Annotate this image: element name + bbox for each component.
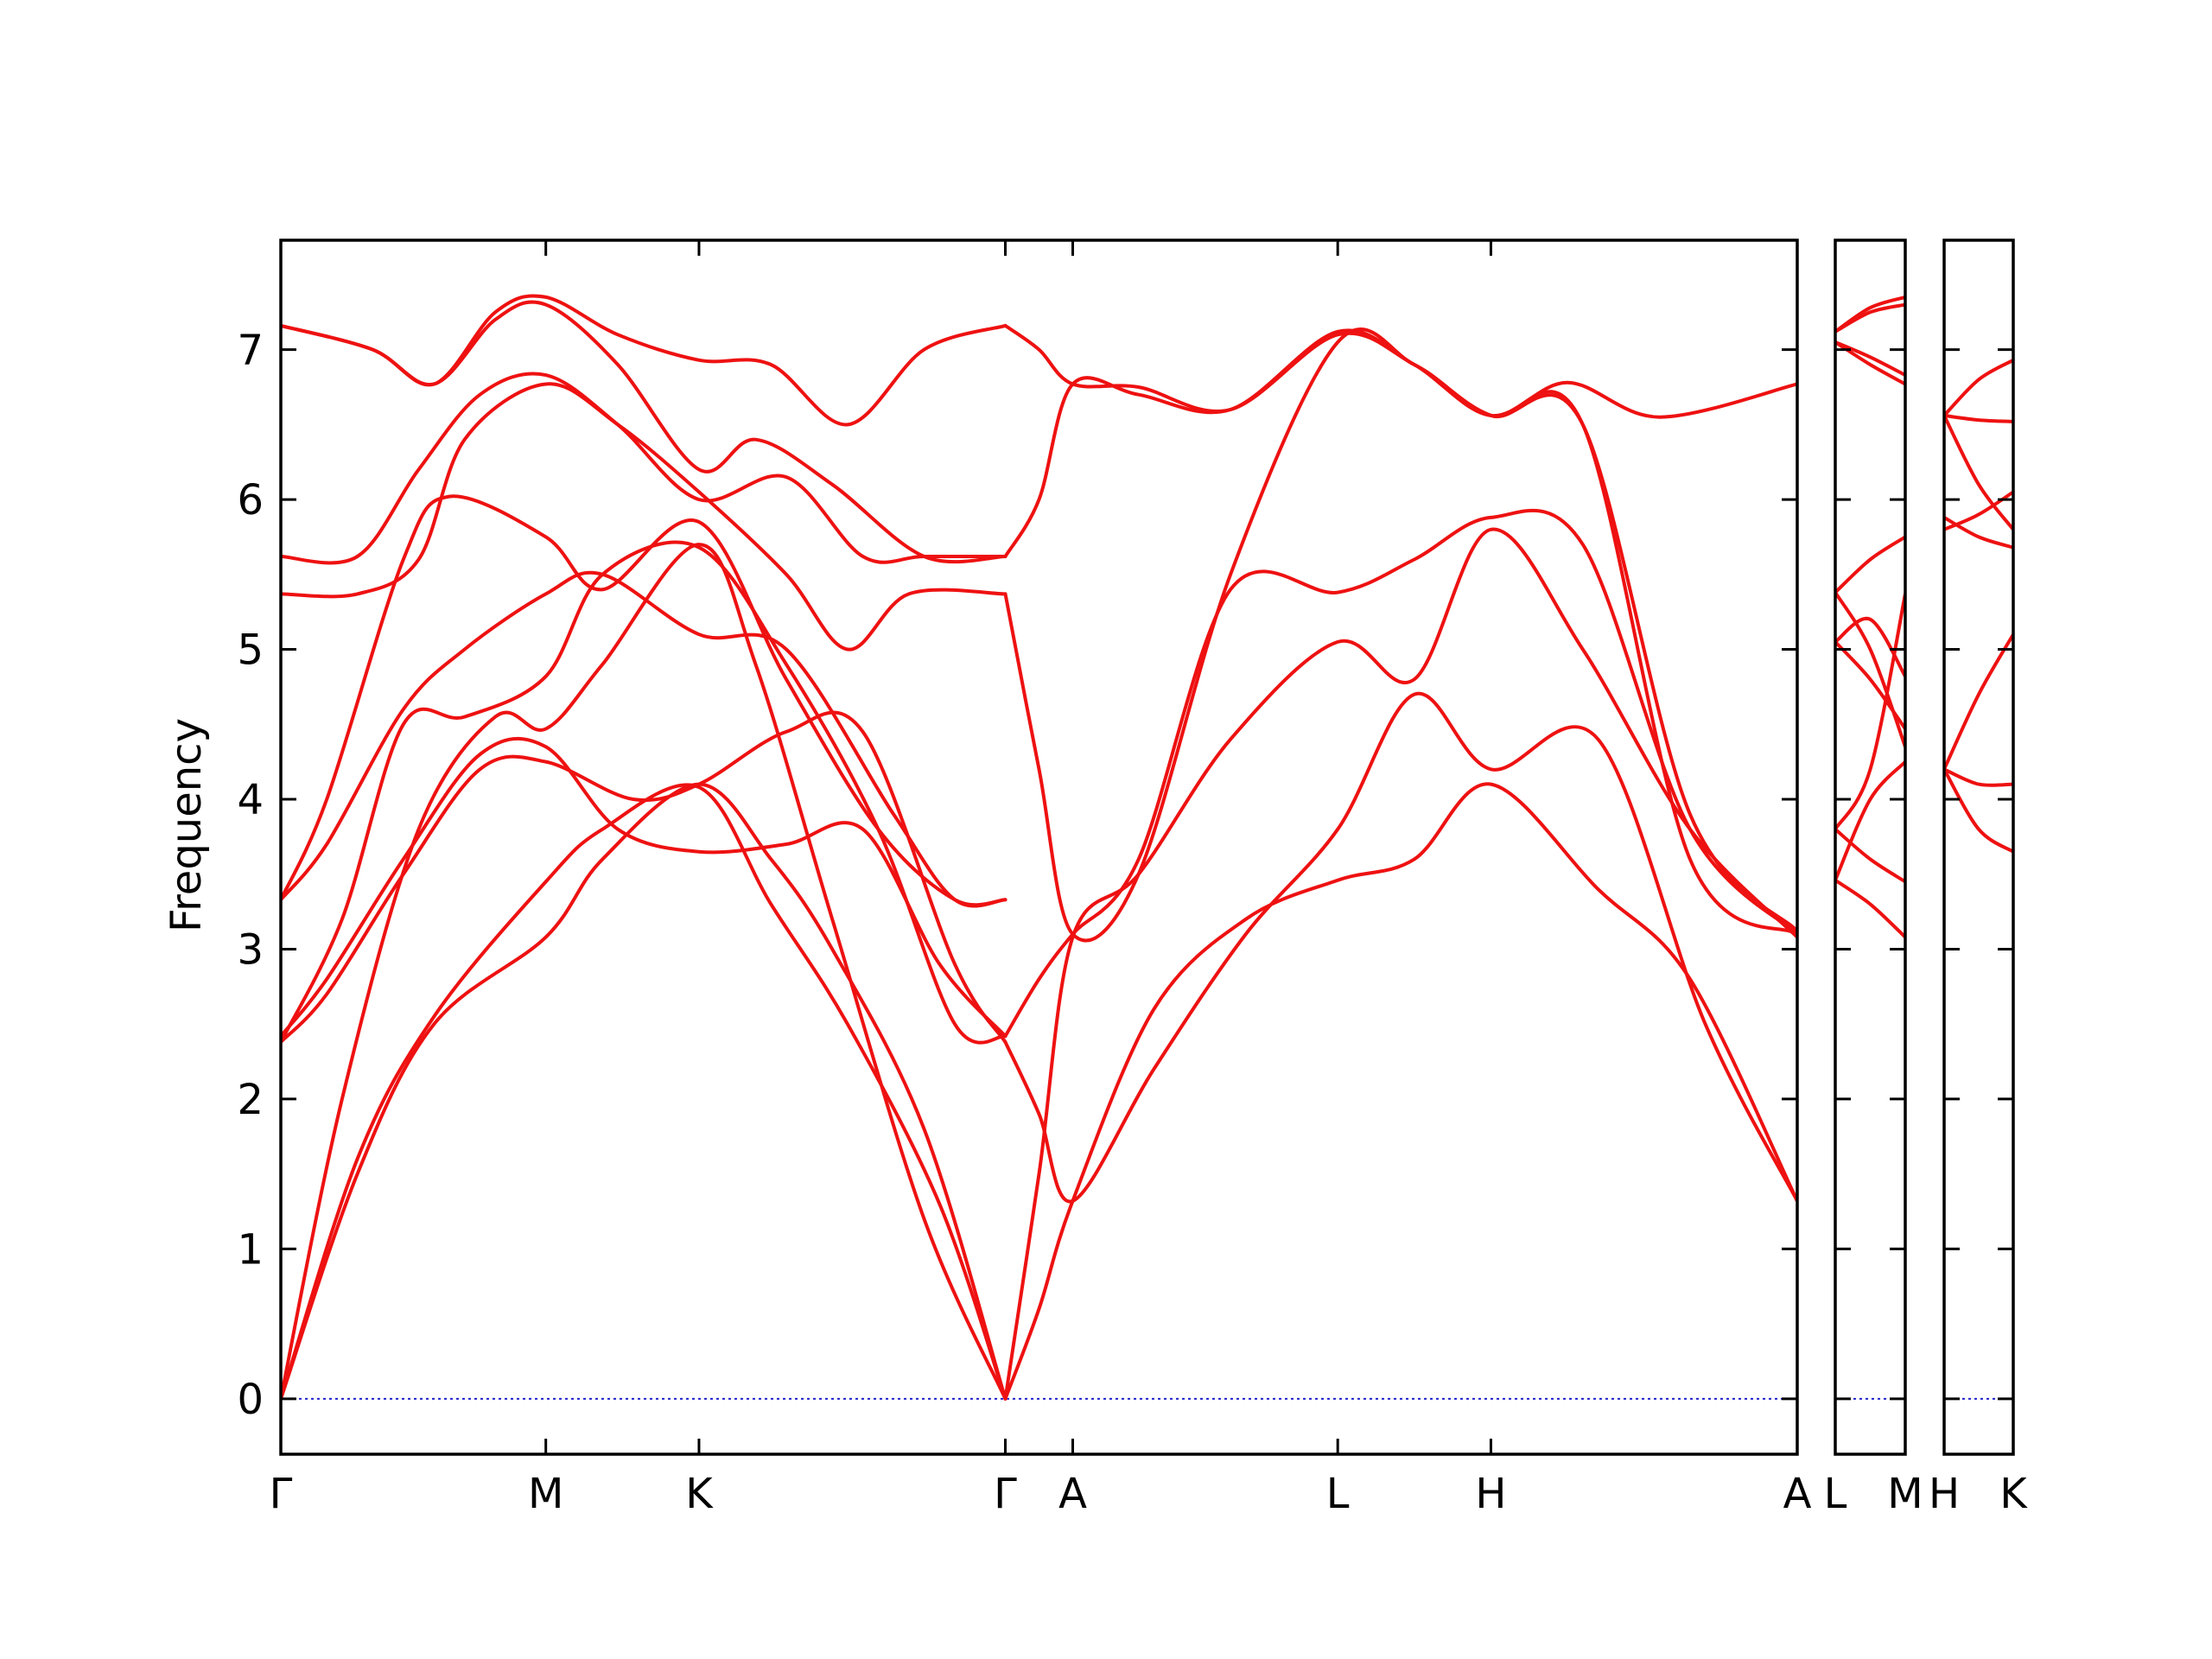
band-line-4 xyxy=(1944,490,2013,531)
band-line-11 xyxy=(281,300,1007,564)
band-line-6 xyxy=(1835,760,1905,882)
band-line-6 xyxy=(1944,413,2013,531)
band-line-10 xyxy=(1835,340,1905,378)
band-line-1 xyxy=(281,782,1007,1401)
band-line-14 xyxy=(1003,691,1797,1204)
panel-frame xyxy=(279,238,1799,1456)
y-axis-label: Frequency xyxy=(162,718,211,932)
y-tick-label: 7 xyxy=(237,327,264,375)
x-tick-label: H xyxy=(1475,1470,1506,1518)
band-group xyxy=(281,294,1797,1401)
y-tick-label: 1 xyxy=(237,1225,264,1274)
band-line-16 xyxy=(1003,508,1797,1039)
band-line-8 xyxy=(1835,535,1905,594)
band-line-5 xyxy=(1835,616,1905,678)
panel-frame xyxy=(1834,238,1907,1456)
panel-frame xyxy=(1942,238,2015,1456)
band-line-8 xyxy=(281,494,1007,907)
band-line-6 xyxy=(281,540,1007,1045)
band-line-3 xyxy=(281,543,1007,1401)
band-line-4 xyxy=(1835,590,1905,749)
band-line-12 xyxy=(281,294,1007,427)
band-line-1 xyxy=(1944,767,2013,787)
band-line-12 xyxy=(1835,295,1905,334)
band-line-10 xyxy=(281,372,1007,565)
band-line-17 xyxy=(1003,327,1797,943)
band-line-15 xyxy=(1003,527,1797,1401)
band-line-13 xyxy=(1003,782,1797,1401)
band-line-8 xyxy=(1944,358,2013,417)
band-line-18 xyxy=(1003,328,1797,558)
y-tick-label: 2 xyxy=(237,1076,264,1124)
x-tick-label: M xyxy=(1887,1470,1923,1518)
band-line-2 xyxy=(1835,827,1905,884)
x-tick-label: K xyxy=(1999,1470,2028,1518)
band-line-1 xyxy=(1835,878,1905,939)
band-line-19 xyxy=(1003,323,1797,937)
x-tick-label: L xyxy=(1824,1470,1847,1518)
y-tick-label: 3 xyxy=(237,925,264,974)
band-line-3 xyxy=(1944,632,2013,772)
y-tick-label: 0 xyxy=(237,1376,264,1424)
band-group xyxy=(1944,358,2013,854)
x-tick-label: K xyxy=(685,1470,714,1518)
band-line-5 xyxy=(1944,515,2013,550)
y-tick-label: 5 xyxy=(237,626,264,675)
x-tick-label: L xyxy=(1326,1470,1350,1518)
y-tick-label: 6 xyxy=(237,476,264,524)
band-group xyxy=(1835,295,1905,939)
x-tick-label: A xyxy=(1058,1470,1087,1518)
x-tick-label: Γ xyxy=(994,1470,1017,1518)
x-tick-label: Γ xyxy=(270,1470,293,1518)
band-line-2 xyxy=(281,783,1007,1401)
band-line-2 xyxy=(1944,767,2013,854)
x-tick-label: H xyxy=(1929,1470,1960,1518)
band-line-7 xyxy=(1835,592,1905,831)
x-tick-label: A xyxy=(1783,1470,1812,1518)
y-tick-label: 4 xyxy=(237,776,264,824)
band-line-7 xyxy=(281,570,1007,908)
x-tick-label: M xyxy=(528,1470,563,1518)
band-line-5 xyxy=(281,736,1007,1039)
band-line-7 xyxy=(1944,413,2013,423)
